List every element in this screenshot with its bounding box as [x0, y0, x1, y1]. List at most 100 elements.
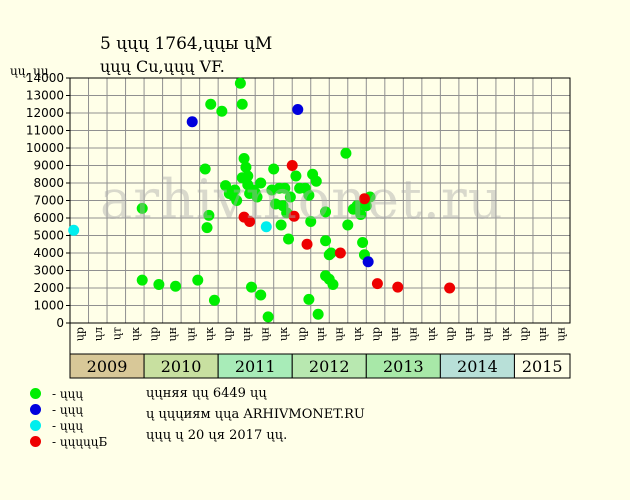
y-tick-label: 11000	[26, 124, 64, 138]
note-average-price: ųųняя ųų 6449 ųų	[146, 386, 267, 401]
x-tick-label: ųр	[444, 327, 457, 341]
year-label: 2011	[235, 357, 276, 376]
note-date: ųųų ų 20 ųя 2017 ųų.	[146, 428, 288, 443]
x-tick-label: ųн	[240, 327, 253, 341]
legend-item-green: - ųųų	[30, 386, 107, 402]
x-tick-label: ųн	[258, 327, 271, 341]
data-point	[320, 235, 332, 247]
data-point	[283, 233, 295, 245]
data-point	[310, 175, 322, 187]
data-point	[208, 294, 220, 306]
y-tick-label: 4000	[33, 246, 64, 260]
year-band	[69, 353, 145, 379]
x-tick-label: ųр	[518, 327, 531, 341]
data-point	[312, 308, 324, 320]
data-point	[290, 170, 302, 182]
data-point	[275, 219, 287, 231]
notes: ųųняя ųų 6449 ųų ų ųųųиям ųųа ARHIVMONET…	[146, 386, 365, 449]
legend-item-red: - ųųųųųБ	[30, 434, 107, 450]
x-tick-label: ųн	[388, 327, 401, 341]
x-tick-label: ųк	[499, 327, 512, 341]
data-point	[229, 184, 241, 196]
data-point	[203, 209, 215, 221]
x-tick-label: ųк	[351, 327, 364, 341]
x-tick-label: ųл	[92, 327, 105, 341]
data-point	[192, 274, 204, 286]
data-point	[355, 209, 367, 220]
data-point	[199, 163, 211, 175]
data-point	[255, 177, 267, 189]
x-tick-label: ųн	[407, 327, 420, 341]
x-tick-label: ųт	[110, 327, 123, 340]
x-tick-label: ųк	[203, 327, 216, 341]
data-point	[444, 282, 456, 294]
data-point	[342, 219, 354, 231]
data-point	[305, 216, 317, 227]
data-point	[334, 247, 346, 259]
data-point	[238, 153, 250, 164]
x-tick-label: ųк	[425, 327, 438, 341]
y-tick-label: 5000	[33, 229, 64, 243]
y-tick-label: 14000	[26, 71, 64, 85]
legend-label: - ųųų	[52, 419, 84, 433]
data-point	[240, 161, 252, 173]
data-point	[255, 289, 267, 301]
y-tick-label: 13000	[26, 89, 64, 103]
x-tick-label: ųн	[333, 327, 346, 341]
data-point	[301, 238, 313, 250]
plot-border	[69, 77, 571, 324]
y-tick-label: 6000	[33, 211, 64, 225]
year-label: 2009	[87, 357, 128, 376]
data-point	[234, 77, 246, 89]
year-label: 2013	[383, 357, 424, 376]
year-band	[291, 353, 367, 379]
data-point	[392, 281, 404, 293]
x-tick-label: ųн	[481, 327, 494, 341]
chart-subtitle: ųųų Cu,ųųų VF.	[100, 57, 225, 76]
data-point	[303, 189, 315, 201]
cyan-dot-icon	[30, 420, 41, 431]
data-point	[371, 278, 383, 290]
y-tick-label: 1000	[33, 299, 64, 313]
x-tick-label: ųн	[555, 327, 568, 341]
data-point	[170, 280, 182, 292]
data-point	[216, 105, 228, 117]
watermark: arhivmonet.ru	[100, 168, 504, 231]
y-tick-label: 2000	[33, 281, 64, 295]
red-dot-icon	[30, 436, 41, 447]
year-band	[513, 353, 571, 379]
data-point	[284, 191, 296, 203]
legend-label: - ųųų	[52, 387, 84, 401]
x-tick-label: ųр	[221, 327, 234, 341]
x-tick-label: ųр	[370, 327, 383, 341]
legend-item-cyan: - ųųų	[30, 418, 107, 434]
data-point	[251, 191, 263, 203]
year-band	[365, 353, 441, 379]
data-point	[260, 221, 272, 233]
data-point	[201, 222, 213, 234]
blue-dot-icon	[30, 404, 41, 415]
y-tick-label: 10000	[26, 141, 64, 155]
data-point	[320, 206, 332, 218]
data-point	[327, 279, 339, 290]
x-tick-label: ųр	[73, 327, 86, 341]
data-point	[357, 237, 369, 248]
data-point	[244, 216, 256, 227]
data-point	[205, 98, 217, 110]
data-point	[325, 247, 337, 259]
year-band	[217, 353, 293, 379]
x-tick-label: ųн	[536, 327, 549, 341]
legend-label: - ųųų	[52, 403, 84, 417]
data-point	[68, 224, 80, 236]
year-band	[143, 353, 219, 379]
data-point	[186, 116, 198, 128]
y-tick-label: 9000	[33, 159, 64, 173]
x-tick-label: ųн	[314, 327, 327, 341]
y-tick-label: 12000	[26, 106, 64, 120]
data-point	[245, 281, 257, 293]
chart-title: 5 ųųų 1764,ųųы ųМ	[100, 34, 273, 54]
x-tick-label: ųр	[295, 327, 308, 341]
data-point	[262, 311, 274, 323]
data-point	[279, 182, 291, 194]
